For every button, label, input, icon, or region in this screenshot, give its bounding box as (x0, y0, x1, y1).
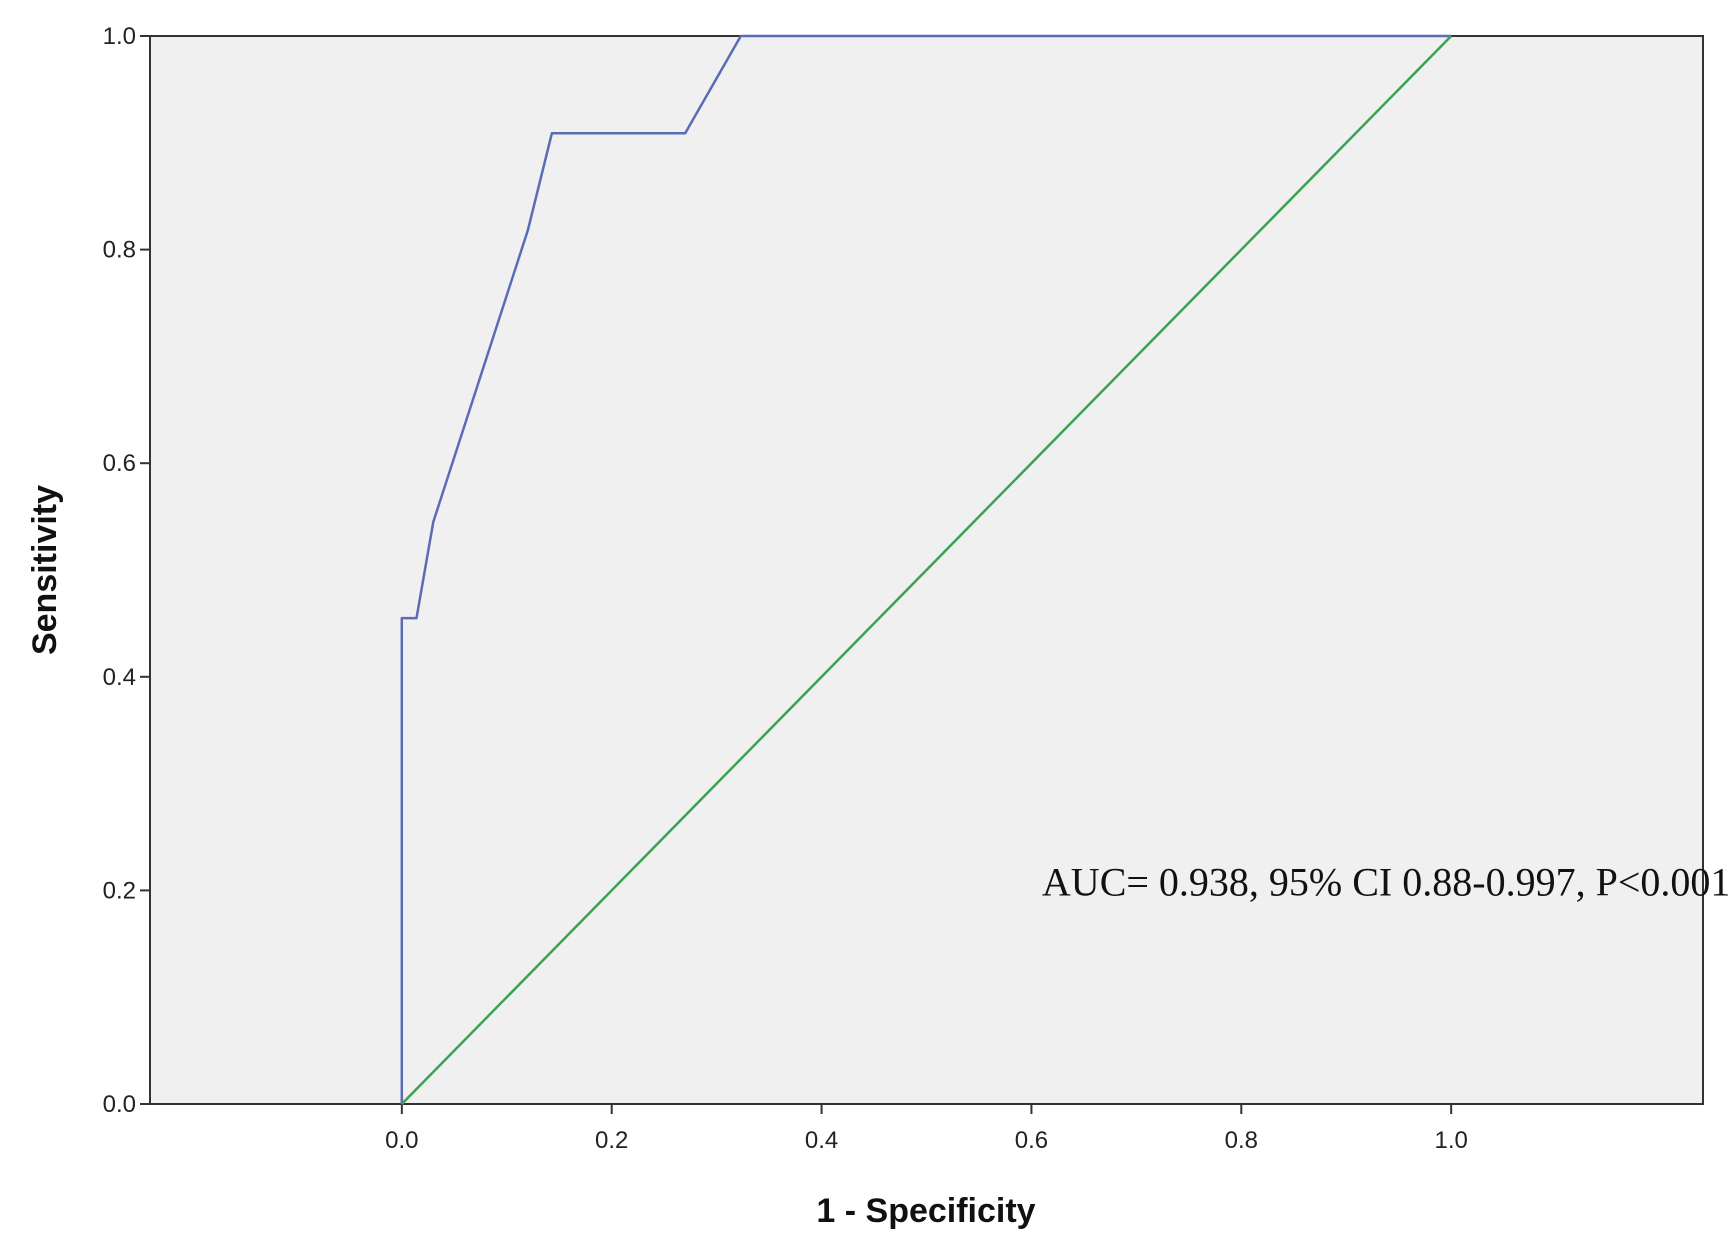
x-tick-label: 0.6 (1015, 1127, 1048, 1154)
y-axis-title: Sensitivity (26, 485, 64, 655)
y-tick-label: 0.0 (103, 1091, 136, 1118)
x-axis-title: 1 - Specificity (816, 1192, 1035, 1230)
y-tick-label: 0.8 (103, 237, 136, 264)
y-tick-label: 0.2 (103, 877, 136, 904)
x-axis: 0.0 0.2 0.4 0.6 0.8 1.0 (385, 1104, 1468, 1154)
reference-diagonal-line (400, 35, 1453, 1105)
series-layer (400, 34, 1453, 1105)
x-tick-label: 1.0 (1434, 1127, 1467, 1154)
x-tick-label: 0.4 (805, 1127, 838, 1154)
x-tick-label: 0.2 (595, 1127, 628, 1154)
x-tick-label: 0.8 (1225, 1127, 1258, 1154)
x-tick-label: 0.0 (385, 1127, 418, 1154)
annotation-layer: AUC= 0.938, 95% CI 0.88-0.997, P<0.001 (1042, 860, 1730, 905)
y-tick-label: 1.0 (103, 23, 136, 50)
auc-annotation: AUC= 0.938, 95% CI 0.88-0.997, P<0.001 (1042, 860, 1730, 905)
y-tick-label: 0.4 (103, 664, 136, 691)
roc-curve-line (400, 34, 1452, 1104)
y-tick-label: 0.6 (103, 450, 136, 477)
y-axis: 0.0 0.2 0.4 0.6 0.8 1.0 (103, 23, 150, 1118)
